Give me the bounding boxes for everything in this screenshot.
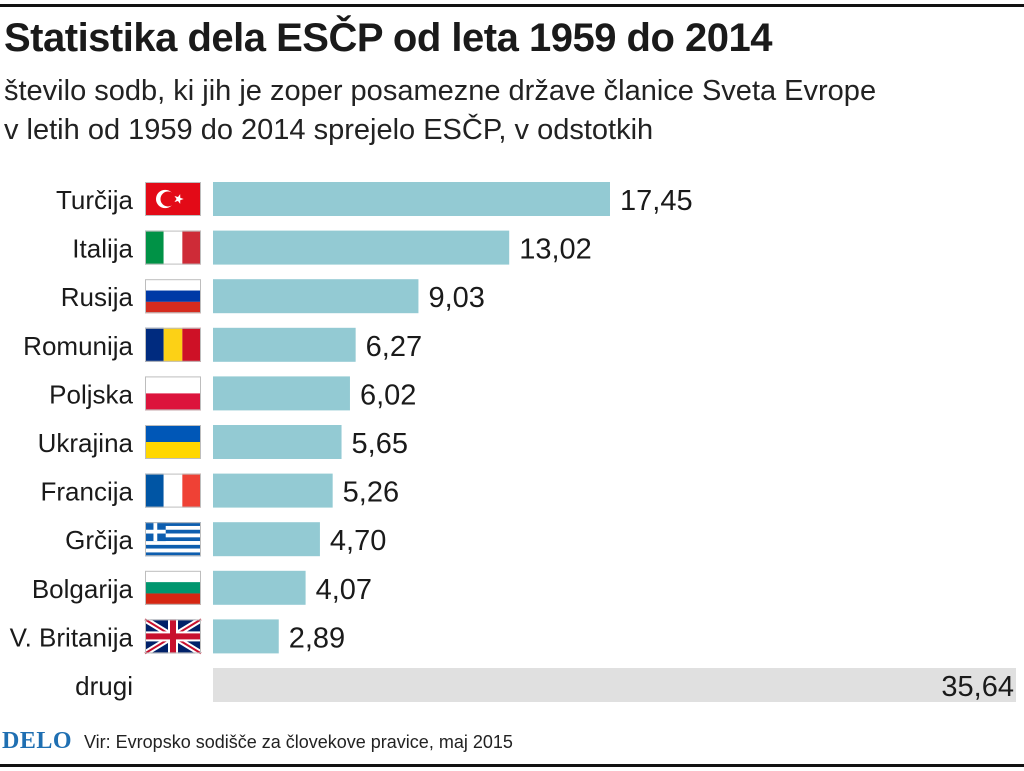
russia-flag [145, 279, 201, 314]
value-label: 2,89 [289, 622, 345, 654]
bar [213, 182, 610, 216]
delo-logo: DELO [2, 728, 73, 754]
chart-subtitle: število sodb, ki jih je zoper posamezne … [4, 75, 877, 146]
bottom-rule [0, 764, 1024, 767]
category-label: Turčija [56, 185, 134, 215]
value-label: 5,26 [343, 477, 399, 509]
value-label: 9,03 [428, 282, 484, 314]
category-label: Italija [72, 234, 133, 264]
romania-flag [145, 327, 201, 362]
value-label: 6,27 [366, 331, 422, 363]
value-label: 17,45 [620, 185, 693, 217]
bar [213, 279, 419, 314]
bar [213, 376, 350, 411]
turkey-flag [145, 182, 201, 216]
france-flag [145, 473, 201, 508]
category-label: Grčija [65, 525, 133, 555]
category-label: drugi [75, 671, 133, 701]
category-label: Francija [41, 477, 134, 507]
greece-flag [145, 522, 201, 557]
category-label: Ukrajina [38, 428, 134, 458]
category-label: V. Britanija [10, 622, 134, 652]
bulgaria-flag [145, 570, 201, 605]
category-label: Romunija [23, 331, 133, 361]
chart-title: Statistika dela ESČP od leta 1959 do 201… [4, 16, 773, 60]
bar [213, 230, 510, 265]
poland-flag [145, 376, 201, 411]
category-label: Bolgarija [32, 574, 134, 604]
bar [213, 570, 306, 605]
value-label: 4,07 [316, 574, 372, 606]
category-label: Poljska [49, 379, 133, 409]
value-label: 6,02 [360, 379, 416, 411]
bar [213, 522, 320, 557]
value-label: 35,64 [941, 671, 1014, 703]
value-label: 5,65 [352, 428, 408, 460]
bar [213, 619, 279, 654]
italy-flag [145, 230, 201, 265]
bar-other [213, 668, 1016, 702]
source-note: Vir: Evropsko sodišče za človekove pravi… [84, 732, 513, 752]
bar [213, 327, 356, 362]
bar [213, 473, 333, 508]
category-label: Rusija [61, 282, 134, 312]
bar [213, 425, 342, 459]
top-rule [0, 4, 1024, 7]
uk-flag [143, 616, 203, 656]
value-label: 13,02 [519, 234, 592, 266]
value-label: 4,70 [330, 525, 386, 557]
ukraine-flag [145, 425, 201, 459]
